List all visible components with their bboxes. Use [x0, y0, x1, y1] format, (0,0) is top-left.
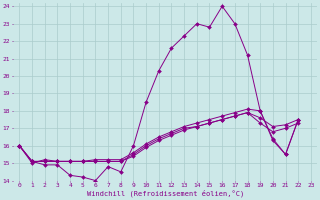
X-axis label: Windchill (Refroidissement éolien,°C): Windchill (Refroidissement éolien,°C)	[86, 190, 244, 197]
